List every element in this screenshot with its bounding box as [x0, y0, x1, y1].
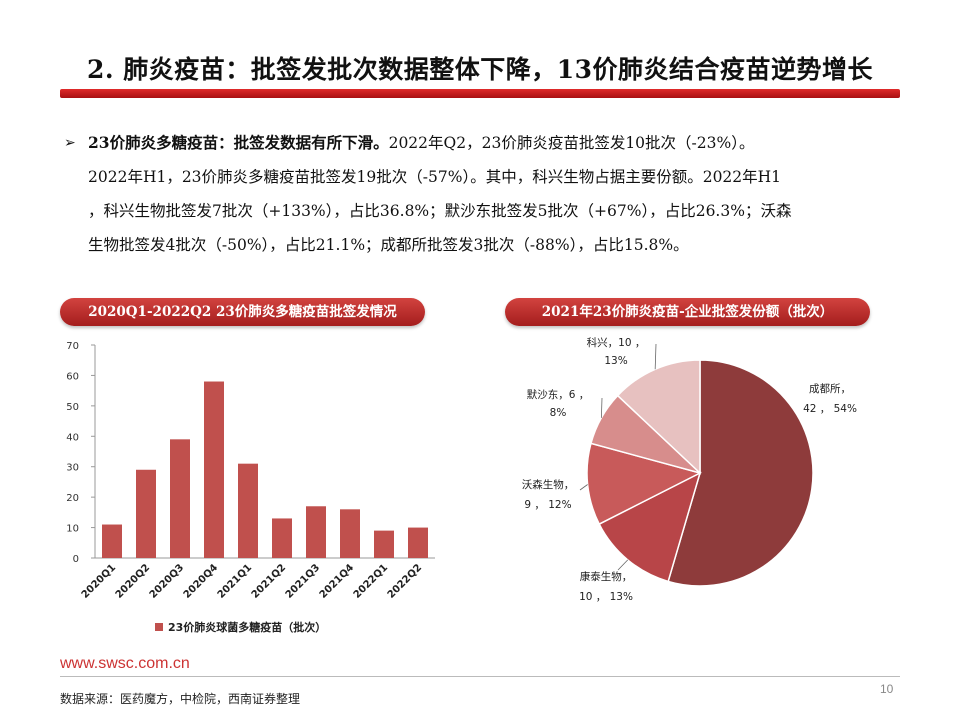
y-tick-label: 40	[66, 432, 79, 443]
leader-line	[617, 559, 629, 571]
bar	[170, 439, 190, 558]
y-tick-label: 60	[66, 371, 79, 382]
paragraph-line-1-rest: 2022年Q2，23价肺炎疫苗批签发10批次（-23%）。	[388, 134, 755, 152]
pie-slice	[598, 471, 702, 583]
bar-chart-title: 2020Q1-2022Q2 23价肺炎多糖疫苗批签发情况	[60, 298, 425, 326]
title-underline-bar	[60, 89, 900, 98]
pie-slice	[667, 359, 814, 587]
x-tick-label: 2021Q3	[284, 562, 322, 600]
pie-slice-label: 科兴，10 ，	[587, 336, 646, 349]
bar	[306, 506, 326, 558]
x-tick-label: 2022Q2	[386, 562, 424, 600]
pie-slice	[616, 359, 701, 475]
pie-slice-label: 成都所，	[809, 383, 851, 395]
bar-chart: 0102030405060702020Q12020Q22020Q32020Q42…	[66, 341, 435, 634]
bar	[204, 381, 224, 558]
leader-line	[579, 484, 588, 491]
bar	[374, 530, 394, 558]
pie-chart: 成都所， 42 ， 54% 康泰生物， 10 ， 13% 沃森生物， 9 ， 12% 默沙东…	[522, 336, 857, 603]
page-number: 10	[880, 682, 894, 696]
x-tick-label: 2020Q1	[80, 562, 118, 600]
x-tick-label: 2022Q1	[352, 562, 390, 600]
x-tick-label: 2021Q4	[318, 562, 356, 600]
pie-chart-title: 2021年23价肺炎疫苗-企业批签发份额（批次）	[505, 298, 870, 326]
pie-slice-label: 沃森生物，	[522, 478, 575, 491]
y-tick-label: 50	[66, 402, 79, 413]
pie-slice-label: 默沙东，6 ，	[527, 388, 590, 401]
footer-divider	[60, 676, 900, 677]
bar	[408, 527, 428, 558]
data-source-note: 数据来源：医药魔方，中检院，西南证券整理	[60, 692, 301, 706]
bar	[102, 524, 122, 558]
pie-slice-label: 42 ， 54%	[803, 403, 857, 415]
bar	[340, 509, 360, 558]
bullet-arrow-icon: ➢	[64, 135, 76, 151]
y-tick-label: 10	[66, 524, 79, 535]
x-tick-label: 2021Q1	[216, 562, 254, 600]
pie-slice-label: 8%	[550, 407, 567, 419]
y-tick-label: 70	[66, 341, 79, 352]
x-tick-label: 2020Q2	[114, 562, 152, 600]
page-title: 2. 肺炎疫苗：批签发批次数据整体下降，13价肺炎结合疫苗逆势增长	[86, 55, 874, 84]
paragraph-line-2: 2022年H1，23价肺炎多糖疫苗批签发19批次（-57%）。其中，科兴生物占据…	[88, 168, 782, 186]
pie-slice-label: 康泰生物，	[580, 570, 633, 583]
y-tick-label: 30	[66, 463, 79, 474]
legend-swatch	[155, 623, 163, 631]
paragraph-lead: 23价肺炎多糖疫苗：批签发数据有所下滑。	[88, 133, 389, 152]
x-tick-label: 2020Q4	[182, 562, 220, 600]
leader-line	[654, 343, 657, 370]
x-tick-label: 2020Q3	[148, 562, 186, 600]
pie-slice-label: 9 ， 12%	[524, 499, 571, 511]
pie-slice-label: 13%	[604, 355, 627, 367]
paragraph-line-3: ，科兴生物批签发7批次（+133%），占比36.8%；默沙东批签发5批次（+67…	[88, 202, 792, 220]
leader-line	[600, 397, 603, 418]
website-link[interactable]: www.swsc.com.cn	[60, 655, 190, 672]
paragraph-line-4: 生物批签发4批次（-50%），占比21.1%；成都所批签发3批次（-88%），占…	[88, 236, 689, 254]
bar	[238, 463, 258, 558]
bar	[272, 518, 292, 558]
x-tick-label: 2021Q2	[250, 562, 288, 600]
pie-slice	[586, 442, 703, 526]
legend-label: 23价肺炎球菌多糖疫苗（批次）	[168, 620, 326, 634]
paragraph-line-1: 23价肺炎多糖疫苗：批签发数据有所下滑。2022年Q2，23价肺炎疫苗批签发10…	[88, 126, 918, 160]
pie-slice-label: 10 ， 13%	[579, 591, 633, 603]
y-tick-label: 20	[66, 493, 79, 504]
body-paragraph: ➢ 23价肺炎多糖疫苗：批签发数据有所下滑。2022年Q2，23价肺炎疫苗批签发…	[64, 126, 918, 262]
bar	[136, 469, 156, 558]
y-tick-label: 0	[73, 554, 79, 565]
